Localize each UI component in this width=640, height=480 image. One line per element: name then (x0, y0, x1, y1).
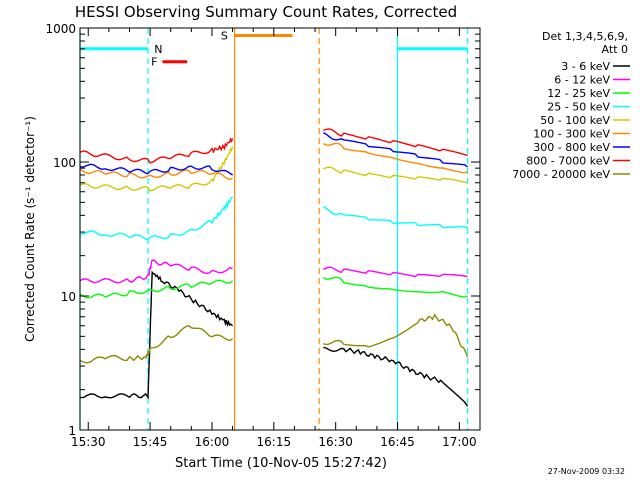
x-tick-label-16-30: 16:30 (318, 435, 353, 449)
legend-label-50-100-kev: 50 - 100 keV (540, 114, 610, 127)
legend-label-100-300-kev: 100 - 300 keV (533, 128, 610, 141)
series-line-800-7000-kev-2 (323, 128, 468, 157)
plot-frame (79, 27, 481, 431)
y-tick-label-1: 1 (68, 424, 76, 438)
footer-timestamp: 27-Nov-2009 03:32 (548, 467, 625, 476)
series-line-12-25-kev-1 (79, 279, 234, 299)
y-tick-label-10: 10 (61, 290, 76, 304)
series-line-800-7000-kev-1 (79, 137, 234, 164)
series-line-300-800-kev-2 (322, 132, 469, 168)
flag-label-f: F (151, 56, 157, 69)
flag-label-n: N (154, 43, 162, 56)
flag-label-s: S (221, 29, 228, 42)
series-line-12-25-kev-2 (323, 276, 468, 298)
chart-title: HESSI Observing Summary Count Rates, Cor… (75, 3, 457, 21)
y-tick-label-1000: 1000 (45, 22, 76, 36)
legend-label-6-12-kev: 6 - 12 keV (554, 74, 610, 87)
series-line-6-12-kev-1 (79, 259, 233, 284)
x-tick-label-16-45: 16:45 (380, 435, 415, 449)
x-tick-label-17-00: 17:00 (442, 435, 477, 449)
legend-label-25-50-kev: 25 - 50 keV (547, 101, 610, 114)
legend-label-800-7000-kev: 800 - 7000 keV (526, 155, 610, 168)
legend-label-300-800-kev: 300 - 800 keV (533, 141, 610, 154)
y-axis-label: Corrected Count Rate (s⁻¹ detector⁻¹) (23, 116, 37, 342)
x-tick-label-15-30: 15:30 (71, 435, 106, 449)
series-line-25-50-kev-2 (322, 205, 468, 229)
x-axis-label: Start Time (10-Nov-05 15:27:42) (175, 456, 387, 471)
legend-header-line2: Att 0 (602, 43, 628, 56)
x-tick-label-16-15: 16:15 (257, 435, 292, 449)
series-line-6-12-kev-2 (323, 266, 468, 278)
legend-header-line1: Det 1,3,4,5,6,9, (542, 30, 628, 43)
series-line-50-100-kev-1 (79, 146, 234, 192)
series-line-100-300-kev-1 (79, 168, 233, 181)
series-line-300-800-kev-1 (79, 163, 233, 176)
series-line-3-6-kev-1 (79, 270, 233, 400)
legend-label-3-6-kev: 3 - 6 keV (561, 60, 610, 73)
series-line-50-100-kev-2 (323, 166, 468, 184)
y-tick-label-100: 100 (53, 156, 76, 170)
series-line-7000-20000-kev-1 (79, 325, 233, 364)
series-line-3-6-kev-2 (323, 346, 469, 407)
legend-label-12-25-kev: 12 - 25 keV (547, 87, 610, 100)
series-line-7000-20000-kev-2 (323, 313, 469, 358)
series-line-25-50-kev-1 (80, 196, 234, 241)
x-tick-label-15-45: 15:45 (133, 435, 168, 449)
x-tick-label-16-00: 16:00 (195, 435, 230, 449)
series-line-100-300-kev-2 (322, 142, 468, 174)
legend-label-7000-20000-kev: 7000 - 20000 keV (512, 168, 610, 181)
